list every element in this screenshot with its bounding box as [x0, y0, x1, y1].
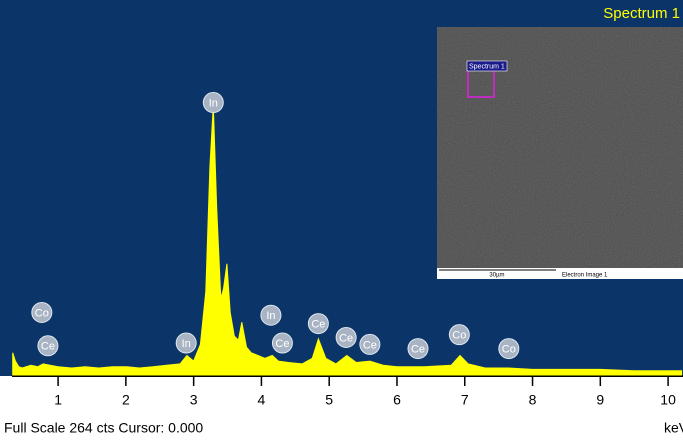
x-tick-label: 9: [596, 392, 604, 408]
x-tick-label: 3: [190, 392, 198, 408]
page: In Co Ce In In Ce Ce Ce Ce Ce Co Co Spectrum 1 30µm…: [0, 0, 683, 445]
x-tick-label: 10: [660, 392, 676, 408]
x-tick-label: 1: [54, 392, 62, 408]
peak-label: Ce: [311, 318, 325, 330]
peak-label: Co: [502, 343, 516, 355]
scale-bar-label: 30µm: [489, 273, 504, 279]
peak-label: In: [182, 338, 191, 350]
peak-label: Ce: [363, 339, 377, 351]
inset: Spectrum 1 30µm Electron Image 1: [437, 27, 683, 279]
peak-label: Co: [35, 307, 49, 319]
x-tick-label: 7: [461, 392, 469, 408]
peak-label: In: [209, 97, 218, 109]
chart-title: Spectrum 1: [603, 5, 680, 22]
peak-label: Ce: [275, 338, 289, 350]
peak-label: Ce: [411, 343, 425, 355]
x-tick-label: 8: [529, 392, 537, 408]
peak-label: Co: [452, 330, 466, 342]
x-tick-label: 4: [258, 392, 266, 408]
x-tick-label: 5: [325, 392, 333, 408]
x-axis-label: keV: [664, 420, 683, 436]
peak-label: In: [266, 310, 275, 322]
peak-label: Ce: [41, 341, 55, 353]
peak-label: Ce: [339, 332, 353, 344]
image-caption: Electron Image 1: [562, 273, 608, 279]
x-tick-label: 6: [393, 392, 401, 408]
spectrum-tag-label: Spectrum 1: [469, 63, 505, 70]
chart: In Co Ce In In Ce Ce Ce Ce Ce Co Co Spectrum 1 30µm…: [0, 0, 683, 445]
x-tick-label: 2: [122, 392, 130, 408]
status-text: Full Scale 264 cts Cursor: 0.000: [4, 420, 203, 436]
